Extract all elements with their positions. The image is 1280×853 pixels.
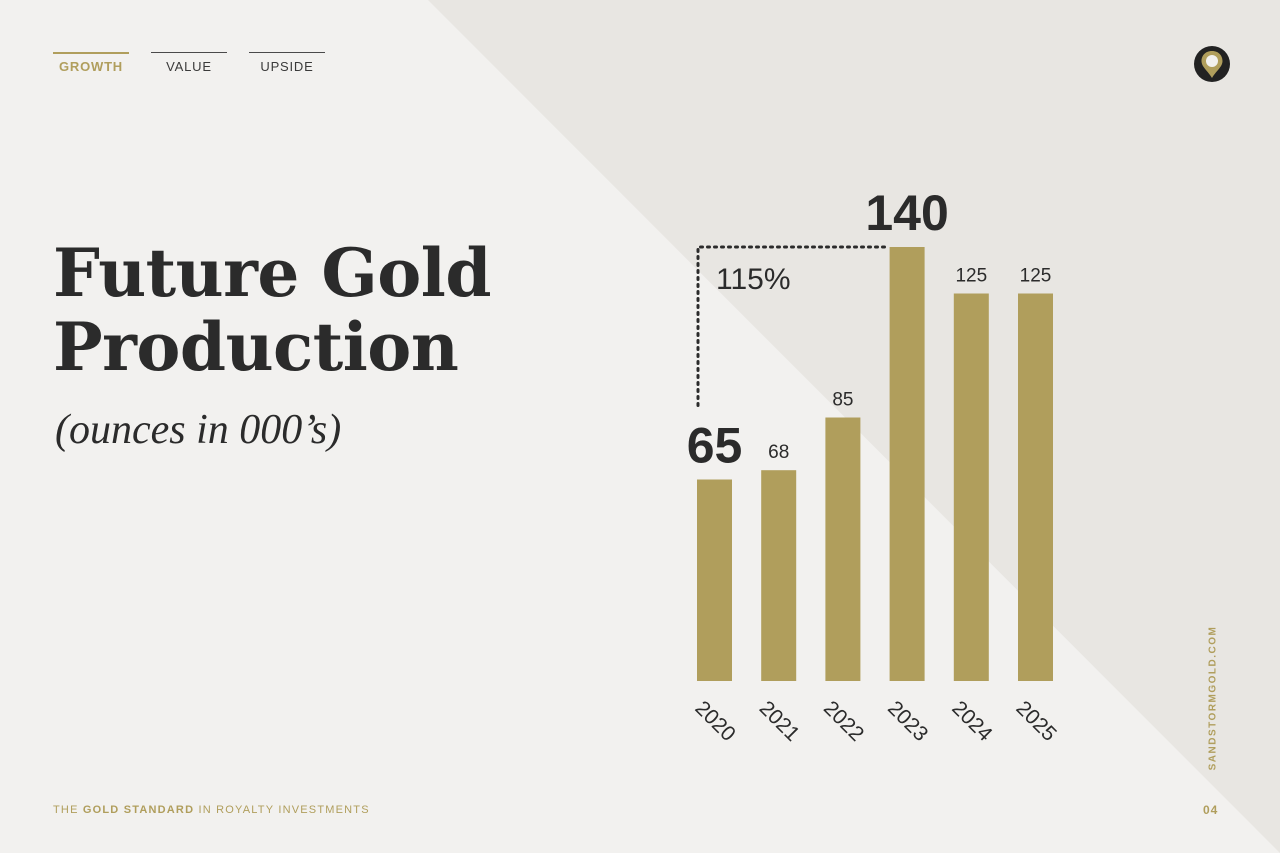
bar-2024 — [953, 293, 989, 681]
value-label-2021: 68 — [768, 442, 789, 463]
bar-2022 — [825, 417, 861, 681]
x-tick-2025: 2025 — [1012, 697, 1061, 746]
page-number: 04 — [1203, 803, 1219, 817]
value-label-2023: 140 — [865, 185, 948, 241]
footer-tagline: THE GOLD STANDARD IN ROYALTY INVESTMENTS — [53, 804, 370, 816]
value-label-2025: 125 — [1020, 266, 1052, 287]
tab-growth[interactable]: GROWTH — [53, 52, 129, 74]
value-label-2020: 65 — [687, 418, 743, 474]
x-tick-2022: 2022 — [819, 697, 868, 746]
section-nav: GROWTH VALUE UPSIDE — [53, 52, 325, 74]
bar-2020 — [697, 479, 732, 681]
growth-annotation-bracket — [696, 245, 891, 407]
tab-value[interactable]: VALUE — [151, 52, 227, 74]
value-label-2022: 85 — [832, 390, 853, 411]
tab-upside[interactable]: UPSIDE — [249, 52, 325, 74]
sandstorm-drop-logo-icon — [1194, 46, 1230, 82]
value-label-2024: 125 — [955, 266, 987, 287]
bar-2023 — [889, 247, 925, 681]
growth-annotation-label: 115% — [716, 263, 791, 296]
footer-tag-prefix: THE — [53, 804, 79, 816]
side-url[interactable]: SANDSTORMGOLD.COM — [1207, 625, 1219, 771]
x-tick-2020: 2020 — [691, 697, 740, 746]
title-line-2: Production — [53, 308, 459, 386]
page-title: Future Gold Production — [53, 234, 492, 386]
title-line-1: Future Gold — [53, 234, 492, 312]
x-tick-2021: 2021 — [755, 697, 804, 746]
footer-tag-suffix: IN ROYALTY INVESTMENTS — [198, 804, 370, 816]
footer-tag-bold: GOLD STANDARD — [82, 804, 195, 816]
page-subtitle: (ounces in 000’s) — [55, 407, 342, 453]
x-tick-2023: 2023 — [883, 697, 932, 746]
bar-2025 — [1018, 293, 1053, 681]
x-tick-2024: 2024 — [947, 697, 997, 747]
bar-2021 — [761, 470, 797, 681]
